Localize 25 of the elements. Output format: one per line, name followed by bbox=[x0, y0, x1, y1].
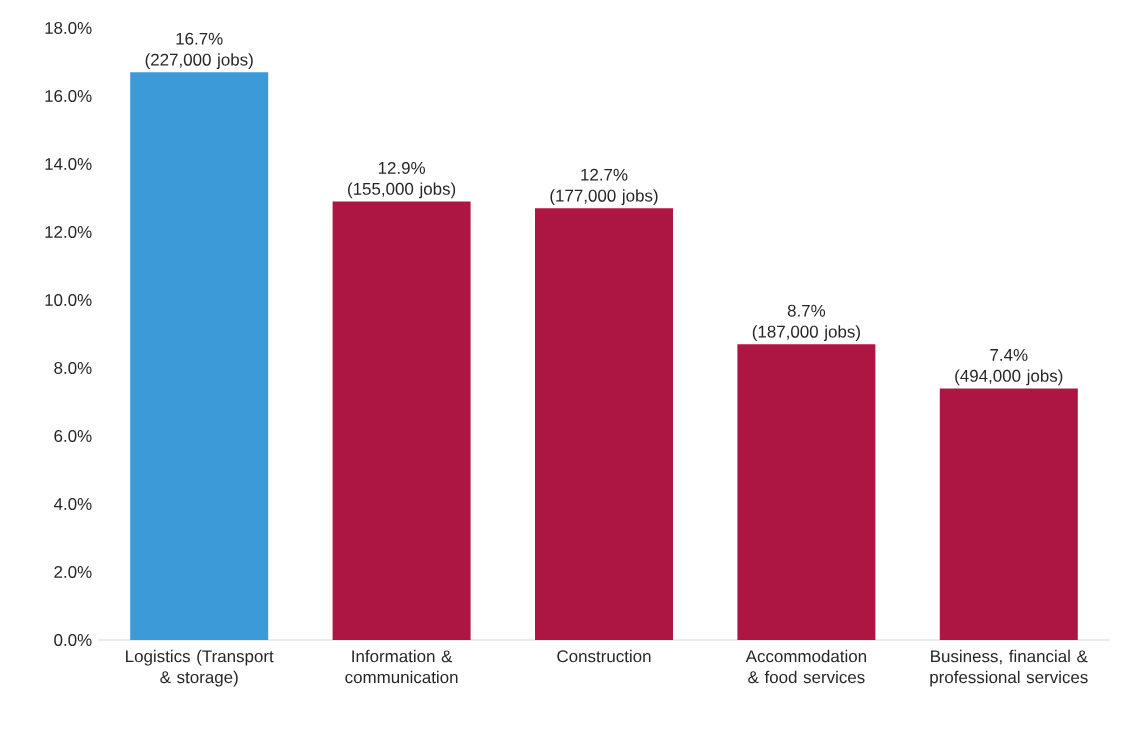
y-tick-label: 12.0% bbox=[45, 226, 92, 238]
y-tick-label: 6.0% bbox=[54, 430, 92, 442]
x-tick-label: Logistics (Transport & storage) bbox=[126, 649, 274, 687]
y-tick-label: 16.0% bbox=[45, 89, 92, 102]
x-tick-label: Accommodation & food services bbox=[745, 649, 866, 684]
x-tick-label: Information & communication bbox=[345, 649, 458, 684]
data-label: 8.7% (187,000 jobs) bbox=[752, 304, 860, 342]
data-label: 12.9% (155,000 jobs) bbox=[348, 161, 456, 199]
bar bbox=[332, 201, 471, 640]
data-label: 7.4% (494,000 jobs) bbox=[955, 349, 1063, 386]
y-tick-label: 18.0% bbox=[45, 21, 92, 34]
x-tick-label: Business, financial & professional services bbox=[930, 649, 1088, 687]
y-tick-label: 0.0% bbox=[54, 634, 92, 646]
bar bbox=[737, 344, 876, 640]
y-tick-label: 14.0% bbox=[45, 157, 92, 170]
bar bbox=[130, 72, 269, 640]
bar bbox=[939, 388, 1078, 640]
y-tick-label: 10.0% bbox=[45, 294, 92, 306]
y-tick-label: 2.0% bbox=[54, 566, 92, 578]
bar bbox=[535, 208, 673, 640]
y-tick-label: 4.0% bbox=[53, 498, 92, 510]
data-label: 12.7% (177,000 jobs) bbox=[550, 168, 658, 206]
data-label: 16.7% (227,000 jobs) bbox=[145, 32, 253, 69]
y-tick-label: 8.0% bbox=[54, 362, 92, 374]
x-tick-label: Construction bbox=[557, 649, 651, 663]
